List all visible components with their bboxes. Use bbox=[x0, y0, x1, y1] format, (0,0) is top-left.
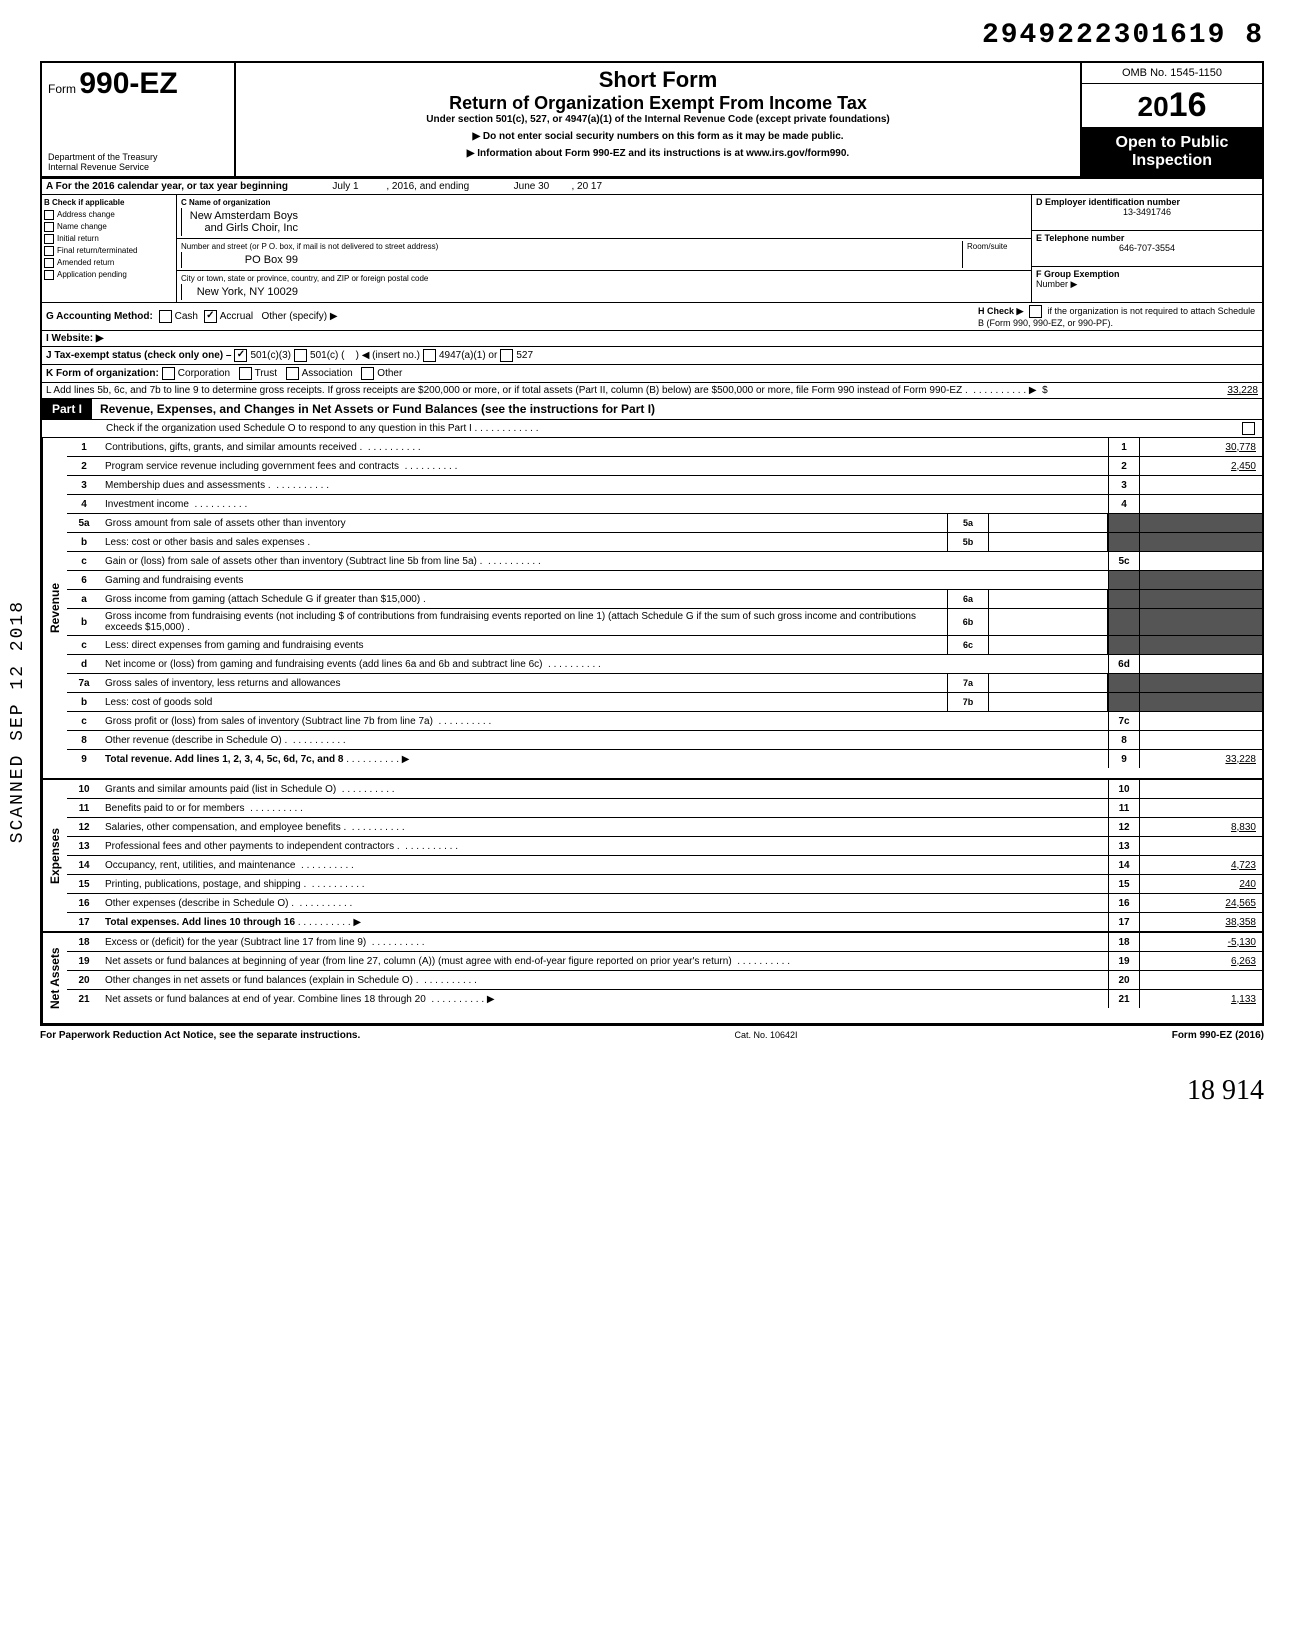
form-header: Form 990-EZ Department of the Treasury I… bbox=[40, 61, 1264, 179]
row-10: 10Grants and similar amounts paid (list … bbox=[67, 780, 1262, 799]
row-12: 12Salaries, other compensation, and empl… bbox=[67, 818, 1262, 837]
line-l: L Add lines 5b, 6c, and 7b to line 9 to … bbox=[40, 383, 1264, 399]
footer-right: Form 990-EZ (2016) bbox=[1172, 1030, 1264, 1041]
col-c: C Name of organization New Amsterdam Boy… bbox=[177, 195, 1031, 302]
short-form-title: Short Form bbox=[244, 67, 1072, 93]
netassets-label: Net Assets bbox=[42, 933, 67, 1023]
501c3-checkbox[interactable]: ✓ bbox=[234, 349, 247, 362]
row-3: 3Membership dues and assessments . . . .… bbox=[67, 476, 1262, 495]
row-7a: 7aGross sales of inventory, less returns… bbox=[67, 674, 1262, 693]
document-number: 2949222301619 8 bbox=[40, 20, 1264, 51]
return-title: Return of Organization Exempt From Incom… bbox=[244, 93, 1072, 114]
revenue-label: Revenue bbox=[42, 438, 67, 778]
org-city: New York, NY 10029 bbox=[181, 284, 304, 300]
right-header-box: OMB No. 1545-1150 2016 Open to Public In… bbox=[1082, 63, 1262, 176]
row-13: 13Professional fees and other payments t… bbox=[67, 837, 1262, 856]
page-footer: For Paperwork Reduction Act Notice, see … bbox=[40, 1026, 1264, 1045]
row-17: 17Total expenses. Add lines 10 through 1… bbox=[67, 913, 1262, 931]
row-c: cLess: direct expenses from gaming and f… bbox=[67, 636, 1262, 655]
part1-label: Part I bbox=[42, 399, 92, 419]
form-number: Form 990-EZ bbox=[48, 67, 228, 101]
line-k: K Form of organization: Corporation Trus… bbox=[40, 365, 1264, 383]
row-b: bLess: cost of goods sold7b bbox=[67, 693, 1262, 712]
omb-number: OMB No. 1545-1150 bbox=[1082, 63, 1262, 84]
row-4: 4Investment income . . . . . . . . . .4 bbox=[67, 495, 1262, 514]
dept-treasury: Department of the Treasury Internal Reve… bbox=[48, 152, 228, 172]
line-a: A For the 2016 calendar year, or tax yea… bbox=[40, 179, 1264, 195]
row-6: 6Gaming and fundraising events bbox=[67, 571, 1262, 590]
check-initial-return[interactable]: Initial return bbox=[44, 233, 174, 245]
line-j: J Tax-exempt status (check only one) – ✓… bbox=[40, 347, 1264, 365]
h-checkbox[interactable] bbox=[1029, 305, 1042, 318]
row-c: cGain or (loss) from sale of assets othe… bbox=[67, 552, 1262, 571]
row-21: 21Net assets or fund balances at end of … bbox=[67, 990, 1262, 1008]
row-20: 20Other changes in net assets or fund ba… bbox=[67, 971, 1262, 990]
main-table: Revenue 1Contributions, gifts, grants, a… bbox=[40, 438, 1264, 1026]
gross-receipts: 33,228 bbox=[1148, 385, 1258, 396]
part1-schedule-o-checkbox[interactable] bbox=[1242, 422, 1255, 435]
row-19: 19Net assets or fund balances at beginni… bbox=[67, 952, 1262, 971]
row-15: 15Printing, publications, postage, and s… bbox=[67, 875, 1262, 894]
under-section: Under section 501(c), 527, or 4947(a)(1)… bbox=[244, 114, 1072, 125]
row-1: 1Contributions, gifts, grants, and simil… bbox=[67, 438, 1262, 457]
org-name: New Amsterdam Boys and Girls Choir, Inc bbox=[181, 208, 304, 236]
row-14: 14Occupancy, rent, utilities, and mainte… bbox=[67, 856, 1262, 875]
row-d: dNet income or (loss) from gaming and fu… bbox=[67, 655, 1262, 674]
org-info-block: B Check if applicable Address changeName… bbox=[40, 195, 1264, 303]
row-2: 2Program service revenue including gover… bbox=[67, 457, 1262, 476]
row-5a: 5aGross amount from sale of assets other… bbox=[67, 514, 1262, 533]
part1-title: Revenue, Expenses, and Changes in Net As… bbox=[92, 402, 1262, 416]
part1-header: Part I Revenue, Expenses, and Changes in… bbox=[40, 399, 1264, 420]
footer-mid: Cat. No. 10642I bbox=[734, 1030, 797, 1041]
row-9: 9Total revenue. Add lines 1, 2, 3, 4, 5c… bbox=[67, 750, 1262, 768]
part1-check-line: Check if the organization used Schedule … bbox=[40, 420, 1264, 438]
handwritten-page-num: 18 914 bbox=[40, 1075, 1264, 1107]
tax-year: 2016 bbox=[1082, 84, 1262, 128]
scanned-stamp: SCANNED SEP 12 2018 bbox=[8, 600, 28, 843]
form-id-box: Form 990-EZ Department of the Treasury I… bbox=[42, 63, 236, 176]
cash-checkbox[interactable] bbox=[159, 310, 172, 323]
line-i: I Website: ▶ bbox=[40, 331, 1264, 347]
other-checkbox[interactable] bbox=[361, 367, 374, 380]
check-name-change[interactable]: Name change bbox=[44, 221, 174, 233]
col-b-checkboxes: B Check if applicable Address changeName… bbox=[42, 195, 177, 302]
trust-checkbox[interactable] bbox=[239, 367, 252, 380]
col-def: D Employer identification number 13-3491… bbox=[1031, 195, 1262, 302]
row-c: cGross profit or (loss) from sales of in… bbox=[67, 712, 1262, 731]
expenses-label: Expenses bbox=[42, 780, 67, 931]
accrual-checkbox[interactable]: ✓ bbox=[204, 310, 217, 323]
ssn-warning: ▶ Do not enter social security numbers o… bbox=[244, 131, 1072, 142]
row-b: bLess: cost or other basis and sales exp… bbox=[67, 533, 1262, 552]
org-address: PO Box 99 bbox=[181, 252, 304, 268]
check-final-return-terminated[interactable]: Final return/terminated bbox=[44, 245, 174, 257]
title-box: Short Form Return of Organization Exempt… bbox=[236, 63, 1082, 176]
check-amended-return[interactable]: Amended return bbox=[44, 257, 174, 269]
info-link: ▶ Information about Form 990-EZ and its … bbox=[244, 148, 1072, 159]
check-address-change[interactable]: Address change bbox=[44, 209, 174, 221]
row-8: 8Other revenue (describe in Schedule O) … bbox=[67, 731, 1262, 750]
footer-left: For Paperwork Reduction Act Notice, see … bbox=[40, 1030, 360, 1041]
4947-checkbox[interactable] bbox=[423, 349, 436, 362]
row-a: aGross income from gaming (attach Schedu… bbox=[67, 590, 1262, 609]
open-to-public: Open to Public Inspection bbox=[1082, 128, 1262, 176]
corp-checkbox[interactable] bbox=[162, 367, 175, 380]
row-b: bGross income from fundraising events (n… bbox=[67, 609, 1262, 636]
phone: 646-707-3554 bbox=[1036, 243, 1258, 253]
line-g-h: G Accounting Method: Cash ✓Accrual Other… bbox=[40, 303, 1264, 331]
ein: 13-3491746 bbox=[1036, 207, 1258, 217]
row-11: 11Benefits paid to or for members . . . … bbox=[67, 799, 1262, 818]
501c-checkbox[interactable] bbox=[294, 349, 307, 362]
check-application-pending[interactable]: Application pending bbox=[44, 269, 174, 281]
row-16: 16Other expenses (describe in Schedule O… bbox=[67, 894, 1262, 913]
row-18: 18Excess or (deficit) for the year (Subt… bbox=[67, 933, 1262, 952]
assoc-checkbox[interactable] bbox=[286, 367, 299, 380]
527-checkbox[interactable] bbox=[500, 349, 513, 362]
